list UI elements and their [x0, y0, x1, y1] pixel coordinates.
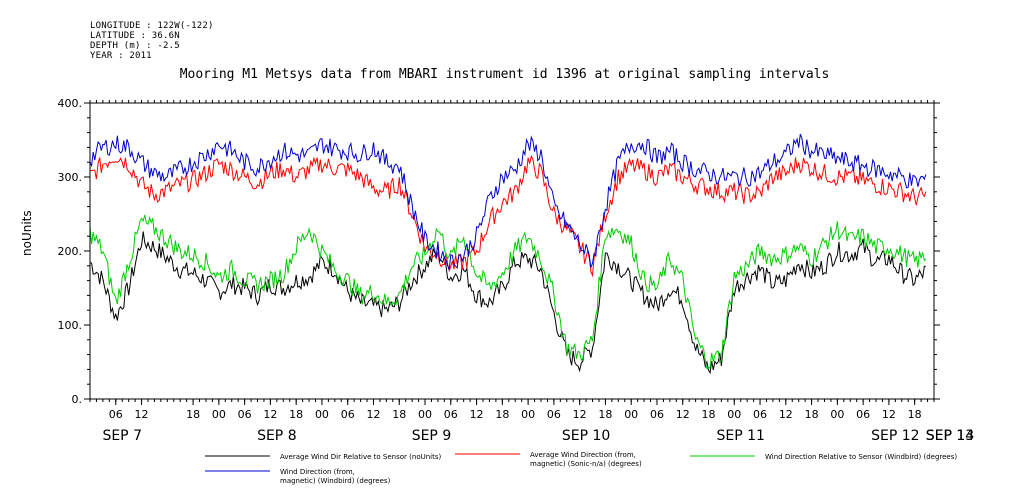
x-tick-label: 18 [598, 408, 612, 421]
x-day-label: SEP 8 [257, 428, 297, 444]
x-tick-label: 12 [470, 408, 484, 421]
series-line-3 [89, 214, 927, 370]
longitude-text: LONGITUDE : 122W(-122) [90, 21, 214, 31]
x-day-label: SEP 13 [926, 428, 974, 444]
latitude-text: LATITUDE : 36.6N [90, 31, 180, 41]
legend-label-3: Wind Direction Relative to Sensor (Windb… [765, 453, 957, 461]
chart-title: Mooring M1 Metsys data from MBARI instru… [179, 67, 830, 82]
y-tick-label: 200. [58, 245, 83, 258]
x-tick-label: 12 [135, 408, 149, 421]
legend-label-2: Average Wind Direction (from, [530, 451, 636, 459]
y-tick-label: 0. [72, 393, 83, 406]
x-tick-label: 06 [238, 408, 252, 421]
x-tick-label: 06 [109, 408, 123, 421]
x-day-label: SEP 12 [871, 428, 919, 444]
y-tick-label: 100. [58, 319, 83, 332]
x-tick-label: 12 [366, 408, 380, 421]
x-tick-label: 12 [263, 408, 277, 421]
x-tick-label: 00 [521, 408, 535, 421]
legend-label-1: Average Wind Dir Relative to Sensor (noU… [280, 453, 441, 461]
x-tick-label: 18 [186, 408, 200, 421]
x-day-label: SEP 7 [102, 428, 142, 444]
x-tick-label: 00 [418, 408, 432, 421]
series-line-2 [90, 154, 927, 278]
x-tick-label: 06 [650, 408, 664, 421]
x-tick-label: 18 [495, 408, 509, 421]
x-tick-label: 18 [908, 408, 922, 421]
x-tick-label: 06 [341, 408, 355, 421]
x-tick-label: 18 [392, 408, 406, 421]
x-tick-label: 06 [444, 408, 458, 421]
x-day-label: SEP 14 [926, 428, 975, 444]
x-day-label: SEP 9 [412, 428, 452, 444]
x-tick-label: 00 [830, 408, 844, 421]
x-tick-label: 00 [624, 408, 638, 421]
series-line-1 [89, 231, 926, 375]
x-tick-label: 06 [547, 408, 561, 421]
y-tick-label: 300. [58, 171, 83, 184]
x-tick-label: 00 [315, 408, 329, 421]
x-tick-label: 00 [212, 408, 226, 421]
x-tick-label: 18 [805, 408, 819, 421]
x-tick-label: 06 [753, 408, 767, 421]
x-tick-label: 12 [573, 408, 587, 421]
x-day-label: SEP 11 [716, 428, 764, 444]
legend-label-4: magnetic) (Windbird) (degrees) [280, 477, 391, 485]
year-text: YEAR : 2011 [90, 51, 152, 61]
x-tick-label: 12 [779, 408, 793, 421]
legend-label-4: Wind Direction (from, [280, 468, 355, 476]
x-tick-label: 18 [289, 408, 303, 421]
legend-label-2: magnetic) (Sonic-n/a) (degrees) [530, 460, 642, 468]
series-line-4 [89, 133, 927, 270]
x-tick-label: 06 [856, 408, 870, 421]
x-tick-label: 12 [676, 408, 690, 421]
x-tick-label: 18 [702, 408, 716, 421]
metadata-block: LONGITUDE : 122W(-122) LATITUDE : 36.6N … [90, 21, 214, 61]
y-tick-label: 400. [58, 97, 83, 110]
plot-frame [89, 102, 935, 400]
depth-text: DEPTH (m) : -2.5 [90, 41, 180, 51]
x-tick-label: 00 [727, 408, 741, 421]
x-day-label: SEP 10 [562, 428, 610, 444]
x-tick-label: 12 [882, 408, 896, 421]
